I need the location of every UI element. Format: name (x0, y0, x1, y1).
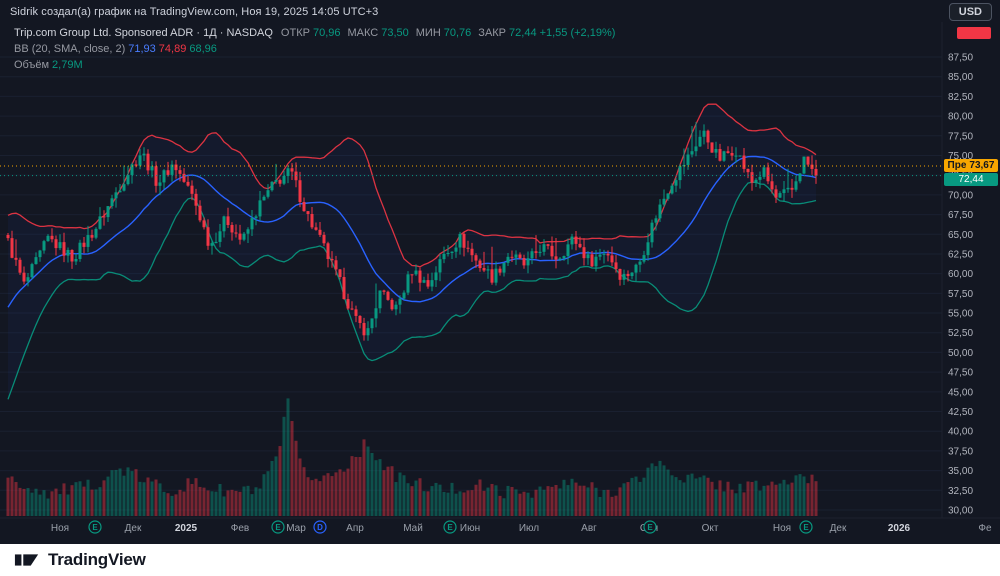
svg-text:87,50: 87,50 (948, 53, 973, 64)
symbol-legend-row[interactable]: Trip.com Group Ltd. Sponsored ADR · 1Д ·… (14, 26, 615, 40)
volume-legend-row[interactable]: Объём 2,79М (14, 58, 615, 72)
high-label: МАКС (347, 27, 379, 39)
svg-text:D: D (317, 523, 323, 532)
svg-text:E: E (647, 523, 653, 532)
svg-text:2025: 2025 (175, 523, 198, 534)
svg-text:65,00: 65,00 (948, 230, 973, 241)
open-label: ОТКР (280, 27, 310, 39)
footer-bar: TradingView (0, 544, 1000, 576)
svg-text:Июл: Июл (519, 523, 539, 534)
svg-text:62,50: 62,50 (948, 249, 973, 260)
svg-text:Дек: Дек (125, 523, 142, 534)
top-bar: Sidrik создал(а) график на TradingView.c… (0, 0, 1000, 22)
chart-legend: Trip.com Group Ltd. Sponsored ADR · 1Д ·… (14, 26, 615, 74)
high-value: 73,50 (381, 27, 409, 39)
svg-text:42,50: 42,50 (948, 407, 973, 418)
svg-text:67,50: 67,50 (948, 210, 973, 221)
bollinger-legend-row[interactable]: BB (20, SMA, close, 2) 71,93 74,89 68,96 (14, 42, 615, 56)
symbol-title[interactable]: Trip.com Group Ltd. Sponsored ADR · 1Д ·… (14, 27, 273, 39)
svg-text:60,00: 60,00 (948, 269, 973, 280)
svg-text:Авг: Авг (581, 523, 597, 534)
svg-text:52,50: 52,50 (948, 328, 973, 339)
svg-text:Май: Май (403, 523, 423, 534)
close-label: ЗАКР (478, 27, 507, 39)
svg-text:Фев: Фев (231, 523, 249, 534)
svg-text:Ноя: Ноя (773, 523, 791, 534)
last-price-label: 72,44 (944, 173, 998, 186)
candles (6, 122, 818, 341)
clipped-alert-badge (957, 27, 991, 39)
svg-text:Мар: Мар (286, 523, 306, 534)
bb-lower-value: 68,96 (189, 43, 217, 55)
volume-label[interactable]: Объём (14, 59, 50, 71)
svg-text:80,00: 80,00 (948, 112, 973, 123)
svg-text:35,00: 35,00 (948, 466, 973, 477)
svg-text:32,50: 32,50 (948, 486, 973, 497)
premarket-price-label: Пре 73,67 (944, 159, 998, 172)
low-label: МИН (415, 27, 441, 39)
svg-text:50,00: 50,00 (948, 348, 973, 359)
low-value: 70,76 (443, 27, 472, 39)
premarket-prefix: Пре (947, 160, 967, 171)
svg-text:75,00: 75,00 (948, 151, 973, 162)
volume-value: 2,79М (52, 59, 83, 71)
svg-text:Ноя: Ноя (51, 523, 69, 534)
svg-text:Фе: Фе (978, 523, 992, 534)
svg-text:40,00: 40,00 (948, 427, 973, 438)
svg-text:Апр: Апр (346, 523, 364, 534)
svg-text:47,50: 47,50 (948, 368, 973, 379)
svg-text:37,50: 37,50 (948, 446, 973, 457)
bb-basis-value: 71,93 (128, 43, 156, 55)
svg-text:Окт: Окт (702, 523, 719, 534)
svg-text:E: E (275, 523, 281, 532)
close-value: 72,44 (509, 27, 537, 39)
currency-button[interactable]: USD (948, 3, 992, 21)
svg-text:E: E (447, 523, 453, 532)
svg-text:30,00: 30,00 (948, 506, 973, 517)
svg-text:82,50: 82,50 (948, 92, 973, 103)
price-chart-canvas[interactable]: 87,5085,0082,5080,0077,5075,0072,5070,00… (0, 0, 1000, 544)
svg-text:85,00: 85,00 (948, 72, 973, 83)
bb-upper-value: 74,89 (158, 43, 187, 55)
svg-text:Дек: Дек (830, 523, 847, 534)
volume-bars (6, 398, 818, 516)
change-value: +1,55 (+2,19%) (539, 27, 616, 39)
svg-text:2026: 2026 (888, 523, 911, 534)
tradingview-wordmark[interactable]: TradingView (48, 550, 146, 569)
share-caption: Sidrik создал(а) график на TradingView.c… (10, 6, 379, 18)
svg-text:Июн: Июн (460, 523, 480, 534)
svg-text:E: E (803, 523, 809, 532)
svg-text:55,00: 55,00 (948, 309, 973, 320)
svg-text:70,00: 70,00 (948, 190, 973, 201)
svg-text:E: E (92, 523, 98, 532)
svg-text:57,50: 57,50 (948, 289, 973, 300)
premarket-value: 73,67 (969, 160, 995, 171)
svg-text:77,50: 77,50 (948, 131, 973, 142)
bb-label[interactable]: BB (20, SMA, close, 2) (14, 43, 126, 55)
tradingview-logo-icon[interactable] (14, 552, 40, 568)
open-value: 70,96 (312, 27, 341, 39)
svg-text:45,00: 45,00 (948, 387, 973, 398)
